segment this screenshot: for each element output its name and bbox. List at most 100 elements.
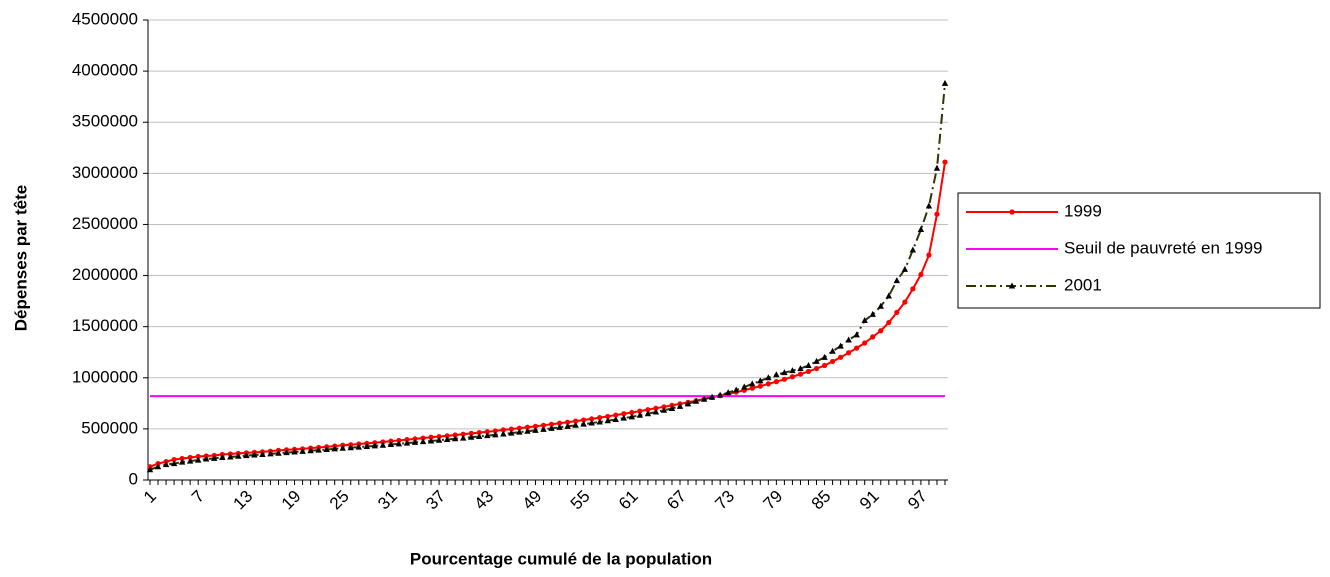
- data-point: [878, 328, 884, 334]
- data-point: [708, 393, 716, 400]
- data-point: [395, 440, 403, 447]
- data-point: [925, 202, 933, 209]
- data-point: [909, 246, 917, 253]
- data-point: [387, 441, 395, 448]
- data-point: [741, 383, 748, 390]
- data-point: [468, 430, 474, 436]
- data-point: [829, 347, 836, 354]
- data-point: [355, 443, 362, 450]
- data-point: [500, 427, 506, 433]
- data-point: [468, 433, 475, 440]
- data-point: [588, 419, 595, 426]
- legend-label: 1999: [1064, 201, 1102, 220]
- x-tick-label: 85: [808, 487, 835, 514]
- data-point: [877, 302, 884, 309]
- data-point: [668, 404, 676, 411]
- data-point: [460, 431, 466, 437]
- data-point: [451, 435, 459, 442]
- data-point: [765, 381, 771, 387]
- data-point: [347, 444, 354, 451]
- data-point: [838, 354, 844, 360]
- data-point: [572, 421, 579, 428]
- data-point: [443, 436, 451, 443]
- data-point: [227, 453, 234, 460]
- data-point: [749, 380, 756, 387]
- data-point: [492, 428, 498, 434]
- data-point: [789, 367, 796, 374]
- data-point: [363, 442, 371, 449]
- data-point: [797, 371, 804, 377]
- x-tick-label: 19: [278, 487, 305, 514]
- y-tick-label: 3000000: [72, 163, 138, 182]
- data-point: [283, 449, 290, 456]
- data-point: [757, 377, 764, 384]
- data-point: [211, 454, 218, 461]
- legend-marker: [1008, 282, 1016, 289]
- data-point: [724, 389, 732, 396]
- data-point: [773, 371, 780, 378]
- data-point: [589, 416, 595, 422]
- data-point: [171, 456, 177, 463]
- data-point: [660, 406, 668, 413]
- data-point: [427, 437, 435, 444]
- data-point: [926, 252, 932, 258]
- legend-label: Seuil de pauvreté en 1999: [1064, 238, 1263, 257]
- data-point: [684, 400, 692, 407]
- data-point: [933, 164, 941, 171]
- data-point: [605, 413, 611, 420]
- data-point: [267, 450, 274, 457]
- data-point: [580, 420, 587, 427]
- data-point: [596, 418, 603, 425]
- data-point: [837, 342, 844, 349]
- data-point: [620, 414, 627, 421]
- data-point: [893, 277, 901, 284]
- data-point: [644, 410, 652, 417]
- data-point: [700, 395, 708, 402]
- data-point: [436, 433, 442, 440]
- data-point: [902, 299, 908, 305]
- data-point: [813, 365, 820, 372]
- y-tick-label: 3500000: [72, 112, 138, 131]
- data-point: [548, 424, 555, 431]
- x-tick-label: 7: [188, 487, 208, 507]
- data-point: [500, 430, 507, 437]
- data-point: [516, 425, 522, 431]
- y-axis-title: Dépenses par tête: [11, 185, 30, 331]
- data-point: [203, 455, 210, 462]
- data-point: [894, 309, 900, 315]
- x-tick-label: 37: [422, 487, 449, 514]
- data-point: [532, 423, 539, 429]
- x-tick-label: 1: [140, 487, 160, 507]
- data-point: [942, 159, 948, 165]
- data-point: [637, 408, 643, 414]
- data-point: [869, 310, 876, 317]
- data-point: [789, 374, 796, 380]
- data-point: [846, 350, 852, 356]
- legend-label: 2001: [1064, 275, 1102, 294]
- data-point: [613, 412, 619, 418]
- data-point: [918, 271, 924, 278]
- y-tick-label: 4000000: [72, 61, 138, 80]
- y-tick-label: 0: [129, 469, 138, 488]
- data-point: [251, 451, 258, 458]
- x-tick-label: 61: [615, 487, 642, 514]
- data-point: [886, 319, 892, 326]
- data-point: [492, 431, 499, 438]
- data-point: [275, 449, 282, 456]
- data-point: [564, 422, 571, 429]
- data-point: [532, 426, 539, 433]
- data-point: [419, 438, 427, 445]
- data-point: [861, 317, 868, 324]
- data-point: [604, 417, 611, 424]
- data-point: [621, 411, 627, 417]
- data-point: [829, 358, 836, 365]
- data-point: [219, 454, 226, 461]
- x-tick-label: 43: [470, 487, 497, 514]
- data-point: [797, 365, 804, 372]
- data-point: [299, 447, 306, 454]
- y-tick-label: 500000: [81, 418, 138, 437]
- data-point: [476, 429, 482, 436]
- data-point: [154, 463, 162, 470]
- series-line: [149, 161, 946, 468]
- x-tick-label: 25: [326, 487, 353, 514]
